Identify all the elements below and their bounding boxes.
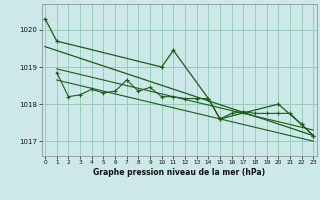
X-axis label: Graphe pression niveau de la mer (hPa): Graphe pression niveau de la mer (hPa) — [93, 168, 265, 177]
